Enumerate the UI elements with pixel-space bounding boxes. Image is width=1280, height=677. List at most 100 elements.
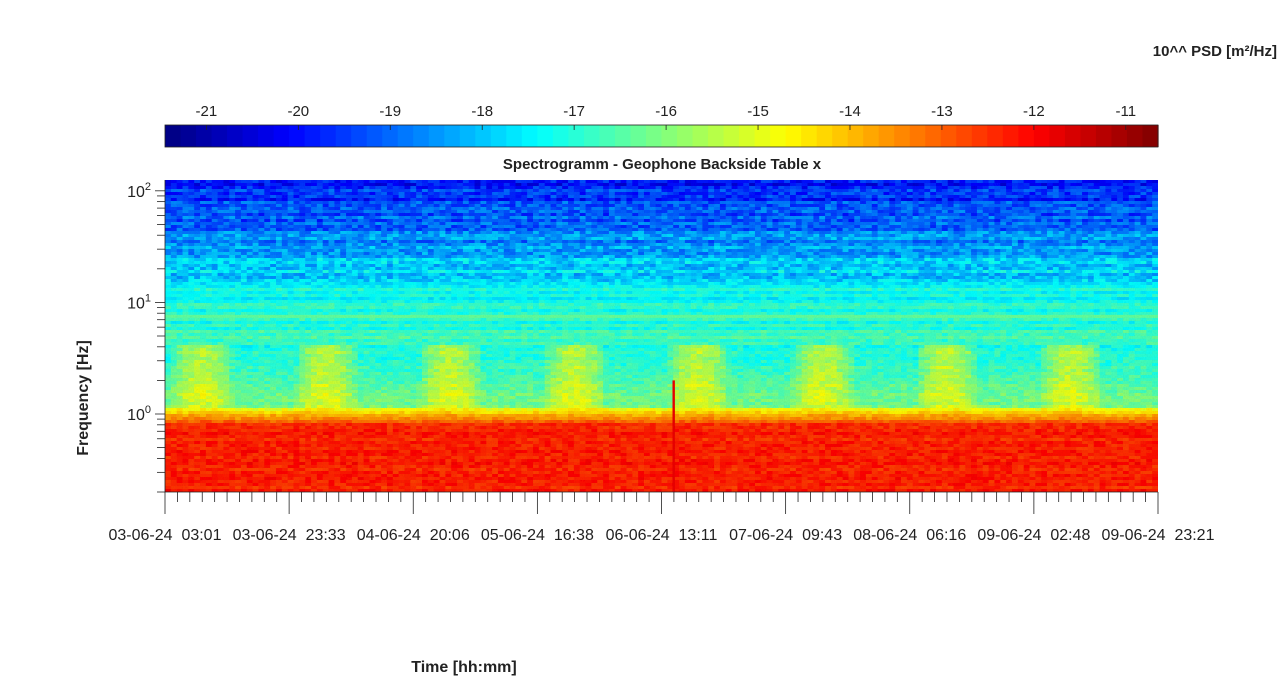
heatmap-cell [755, 213, 761, 217]
heatmap-cell [515, 228, 521, 232]
heatmap-cell [492, 186, 498, 190]
heatmap-cell [919, 243, 925, 247]
heatmap-cell [1047, 261, 1053, 265]
heatmap-cell [679, 231, 685, 235]
heatmap-cell [1123, 240, 1129, 244]
heatmap-cell [726, 246, 732, 250]
heatmap-cell [919, 240, 925, 244]
heatmap-cell [930, 186, 936, 190]
heatmap-cell [878, 216, 884, 220]
heatmap-cell [212, 180, 218, 184]
heatmap-cell [410, 258, 416, 262]
heatmap-cell [223, 243, 229, 247]
heatmap-cell [241, 201, 247, 205]
heatmap-cell [1000, 180, 1006, 184]
heatmap-cell [387, 216, 393, 220]
heatmap-cell [1082, 210, 1088, 214]
heatmap-cell [399, 228, 405, 232]
heatmap-cell [1053, 240, 1059, 244]
heatmap-cell [697, 195, 703, 199]
heatmap-cell [282, 261, 288, 265]
heatmap-cell [469, 213, 475, 217]
heatmap-cell [860, 231, 866, 235]
heatmap-cell [913, 264, 919, 268]
heatmap-cell [183, 261, 189, 265]
heatmap-cell [1000, 186, 1006, 190]
heatmap-cell [726, 258, 732, 262]
heatmap-cell [200, 195, 206, 199]
heatmap-cell [615, 204, 621, 208]
heatmap-cell [930, 252, 936, 256]
heatmap-cell [948, 186, 954, 190]
heatmap-cell [989, 201, 995, 205]
heatmap-cell [568, 207, 574, 211]
heatmap-cell [1012, 222, 1018, 226]
heatmap-cell [282, 264, 288, 268]
heatmap-cell [188, 201, 194, 205]
heatmap-cell [732, 234, 738, 238]
heatmap-cell [457, 249, 463, 253]
heatmap-cell [580, 189, 586, 193]
heatmap-cell [235, 258, 241, 262]
heatmap-cell [165, 255, 171, 259]
colorbar-swatch [832, 125, 848, 147]
heatmap-cell [299, 228, 305, 232]
heatmap-cell [667, 216, 673, 220]
heatmap-cell [574, 255, 580, 259]
heatmap-cell [673, 189, 679, 193]
heatmap-cell [171, 213, 177, 217]
heatmap-cell [1123, 180, 1129, 184]
heatmap-cell [603, 210, 609, 214]
heatmap-cell [936, 237, 942, 241]
heatmap-cell [813, 252, 819, 256]
heatmap-cell [831, 213, 837, 217]
heatmap-cell [586, 222, 592, 226]
heatmap-cell [1111, 255, 1117, 259]
heatmap-cell [784, 237, 790, 241]
heatmap-cell [399, 204, 405, 208]
heatmap-cell [948, 237, 954, 241]
heatmap-cell [626, 255, 632, 259]
heatmap-cell [504, 258, 510, 262]
heatmap-cell [188, 195, 194, 199]
heatmap-cell [200, 225, 206, 229]
heatmap-cell [942, 207, 948, 211]
heatmap-cell [883, 246, 889, 250]
heatmap-cell [1152, 201, 1158, 205]
heatmap-cell [475, 207, 481, 211]
heatmap-cell [994, 264, 1000, 268]
heatmap-cell [451, 258, 457, 262]
heatmap-cell [580, 225, 586, 229]
heatmap-cell [843, 186, 849, 190]
heatmap-cell [895, 252, 901, 256]
heatmap-cell [778, 243, 784, 247]
heatmap-cell [492, 264, 498, 268]
heatmap-cell [1094, 246, 1100, 250]
heatmap-cell [510, 258, 516, 262]
heatmap-cell [662, 189, 668, 193]
heatmap-cell [784, 228, 790, 232]
heatmap-cell [551, 228, 557, 232]
heatmap-cell [930, 210, 936, 214]
heatmap-cell [329, 180, 335, 184]
heatmap-cell [1105, 246, 1111, 250]
heatmap-cell [586, 180, 592, 184]
heatmap-cell [825, 243, 831, 247]
heatmap-cell [574, 228, 580, 232]
heatmap-cell [1152, 225, 1158, 229]
heatmap-cell [194, 192, 200, 196]
heatmap-cell [188, 258, 194, 262]
heatmap-cell [212, 189, 218, 193]
heatmap-cell [1012, 201, 1018, 205]
heatmap-cell [901, 192, 907, 196]
heatmap-cell [276, 225, 282, 229]
heatmap-cell [568, 237, 574, 241]
heatmap-cell [737, 216, 743, 220]
heatmap-cell [936, 225, 942, 229]
heatmap-cell [673, 225, 679, 229]
heatmap-cell [708, 180, 714, 184]
heatmap-cell [381, 186, 387, 190]
heatmap-cell [399, 222, 405, 226]
heatmap-cell [1094, 201, 1100, 205]
heatmap-cell [1094, 237, 1100, 241]
